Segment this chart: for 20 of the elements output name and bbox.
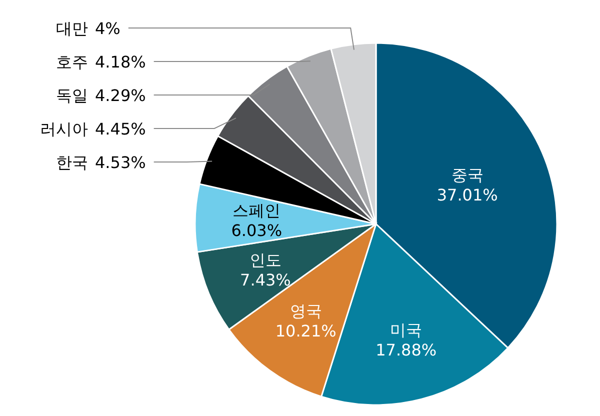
data-label: 6.03% — [231, 220, 282, 240]
data-label: 4.29% — [95, 86, 146, 105]
slice-label: 스페인 — [232, 200, 281, 220]
slice-label: 한국 — [56, 153, 88, 172]
data-label: 4.45% — [95, 120, 146, 138]
slice-label: 호주 — [56, 52, 88, 72]
data-label: 4.18% — [95, 52, 146, 72]
slice-label: 중국 — [451, 165, 484, 184]
slice-label: 영국 — [290, 302, 322, 321]
slice-label: 인도 — [249, 250, 282, 270]
data-label: 4% — [95, 19, 120, 38]
data-label: 37.01% — [436, 185, 498, 204]
data-label: 7.43% — [240, 270, 291, 290]
slice-label: 독일 — [56, 86, 88, 105]
slice-label: 대만 — [56, 19, 88, 38]
data-label: 10.21% — [275, 322, 336, 341]
data-label: 17.88% — [376, 340, 437, 360]
slice-label: 러시아 — [40, 120, 88, 138]
slice-label: 미국 — [390, 320, 422, 340]
data-label: 4.53% — [95, 153, 146, 172]
